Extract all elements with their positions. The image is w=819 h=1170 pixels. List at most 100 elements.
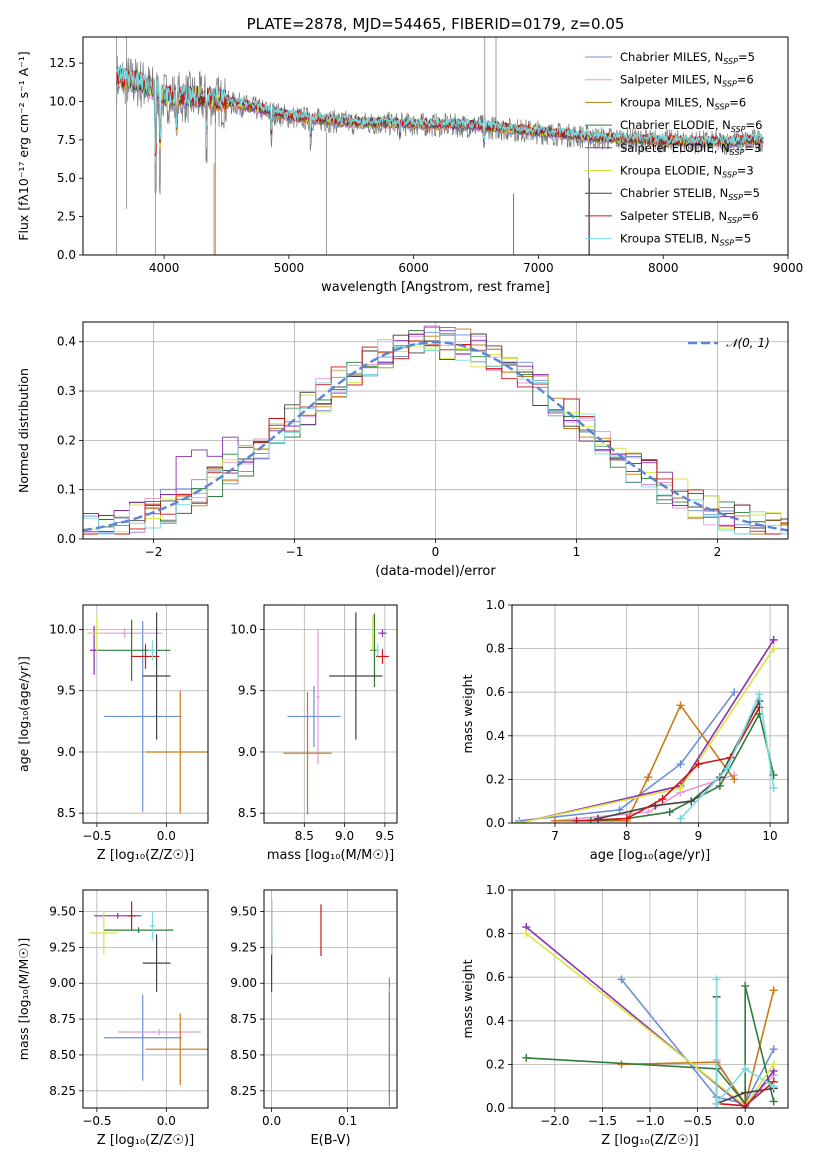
x-tick-label: −0.5 — [82, 829, 111, 843]
y-tick-label: 0.0 — [486, 1101, 505, 1115]
legend-label-kroupa_stelib: Kroupa STELIB, NSSP=5 — [620, 232, 751, 248]
y-tick-label: 0.6 — [486, 685, 505, 699]
x-axis-label: Z [log₁₀(Z/Z☉)] — [97, 1133, 194, 1148]
series-marker-kroupa_stelib — [755, 690, 764, 699]
x-tick-label: 9 — [695, 829, 703, 843]
series-marker-kroupa_miles — [551, 816, 560, 823]
y-tick-label: 9.0 — [238, 745, 257, 759]
series-line-chabrier_miles — [620, 978, 775, 1105]
series-marker-salpeter_stelib — [572, 816, 581, 823]
y-tick-label: 9.25 — [230, 940, 257, 954]
series-marker-kroupa_elodie — [769, 644, 778, 653]
y-tick-label: 9.00 — [49, 976, 76, 990]
series-marker-kroupa_elodie — [522, 929, 531, 938]
y-tick-label: 0.2 — [486, 772, 505, 786]
model-line-kroupa_stelib — [116, 65, 764, 152]
y-tick-label: 9.5 — [238, 684, 257, 698]
legend-label-salpeter_stelib: Salpeter STELIB, NSSP=6 — [620, 209, 759, 225]
x-tick-label: 0.1 — [338, 1114, 357, 1128]
x-axis-label: Z [log₁₀(Z/Z☉)] — [97, 848, 194, 863]
series-marker-kroupa_elodie — [769, 1060, 778, 1069]
series-marker-kroupa_stelib — [712, 975, 721, 984]
x-tick-label: 4000 — [149, 261, 180, 275]
y-tick-label: 8.5 — [238, 806, 257, 820]
x-tick-label: 9.0 — [335, 829, 354, 843]
x-tick-label: 0.0 — [157, 1114, 176, 1128]
y-tick-label: 10.0 — [49, 622, 76, 636]
series-marker-chabrier_miles — [676, 760, 685, 769]
y-tick-label: 0.8 — [486, 927, 505, 941]
series-marker-salpeter_stelib — [658, 795, 667, 804]
histogram-kroupa_stelib — [83, 330, 788, 535]
legend-label-salpeter_elodie: Salpeter ELODIE, NSSP=3 — [620, 141, 761, 157]
x-axis-label: E(B-V) — [310, 1133, 350, 1148]
series-marker-chabrier_elodie — [715, 781, 724, 790]
series-marker-chabrier_miles — [730, 688, 739, 697]
series-line-chabrier_miles — [519, 691, 735, 822]
x-tick-label: 8 — [623, 829, 631, 843]
panel-mass_vs_Z: −0.5 0.0 8.25 8.50 8.75 9.00 9.25 9.50 Z [log₁₀(… — [16, 889, 209, 1148]
panel-spectrum: 4000 5000 6000 7000 8000 9000 0.0 2.5 5.0 7.5 10.0… — [16, 15, 803, 295]
y-tick-label: 0.2 — [57, 433, 76, 447]
panel-mass_weight_vs_Z: −2.0 −1.5 −1.0 −0.5 0.0 0.0 0.2 0.4 0.6 0.8 1.0 Z [… — [460, 883, 789, 1148]
plot-area-spectrum — [116, 37, 764, 255]
x-tick-label: −1.0 — [635, 1114, 664, 1128]
y-tick-label: 9.5 — [57, 684, 76, 698]
y-tick-label: 9.0 — [57, 745, 76, 759]
series-marker-kroupa_stelib — [741, 1064, 750, 1073]
chart-title: PLATE=2878, MJD=54465, FIBERID=0179, z=0… — [247, 15, 625, 33]
series-marker-salpeter_elodie — [769, 635, 778, 644]
y-tick-label: 8.5 — [57, 806, 76, 820]
x-tick-label: −1 — [286, 545, 304, 559]
axes-frame — [82, 604, 209, 824]
series-marker-kroupa_stelib — [723, 764, 732, 773]
histogram-chabrier_stelib — [83, 333, 788, 535]
axes-frame — [263, 889, 398, 1109]
legend-label-chabrier_elodie: Chabrier ELODIE, NSSP=6 — [620, 118, 762, 134]
plot-area-mass_weight_vs_Z — [512, 890, 788, 1108]
histogram-salpeter_elodie — [83, 326, 788, 535]
x-tick-label: 9.5 — [375, 829, 394, 843]
axes-frame — [511, 604, 789, 824]
y-tick-label: 12.5 — [49, 56, 76, 70]
y-tick-label: 0.4 — [57, 335, 76, 349]
y-tick-label: 9.00 — [230, 976, 257, 990]
panel-age_vs_mass: 8.5 9.0 9.5 8.5 9.0 9.5 10.0 mass [log₁₀(M/M☉)] — [230, 604, 398, 863]
y-tick-label: 5.0 — [57, 171, 76, 185]
y-tick-label: 8.50 — [230, 1048, 257, 1062]
y-tick-label: 2.5 — [57, 210, 76, 224]
axes-frame — [511, 889, 789, 1109]
panel-mass_vs_ebv: 0.0 0.1 8.25 8.50 8.75 9.00 9.25 9.50 E(B-V) — [230, 889, 398, 1148]
y-axis-label: age [log₁₀(age/yr)] — [16, 656, 31, 772]
plot-area-mass_vs_Z — [83, 890, 208, 1108]
series-marker-chabrier_elodie — [522, 1053, 531, 1062]
y-tick-label: 8.75 — [230, 1012, 257, 1026]
y-axis-label: mass weight — [460, 674, 475, 753]
series-marker-chabrier_stelib — [741, 1088, 750, 1097]
series-marker-chabrier_miles — [615, 805, 624, 814]
panel-residuals: −2 −1 0 1 2 0.0 0.1 0.2 0.3 0.4 (data-model)/error… — [16, 321, 789, 579]
legend-label-kroupa_elodie: Kroupa ELODIE, NSSP=3 — [620, 164, 754, 180]
x-tick-label: 10 — [762, 829, 777, 843]
y-tick-label: 0.0 — [57, 532, 76, 546]
y-tick-label: 0.0 — [57, 248, 76, 262]
series-marker-salpeter_stelib — [741, 1101, 750, 1108]
legend-label-chabrier_stelib: Chabrier STELIB, NSSP=5 — [620, 186, 760, 202]
legend-label-salpeter_miles: Salpeter MILES, NSSP=6 — [620, 73, 754, 89]
y-tick-label: 0.6 — [486, 970, 505, 984]
x-axis-label: age [log₁₀(age/yr)] — [590, 848, 711, 863]
y-tick-label: 9.50 — [49, 905, 76, 919]
series-marker-kroupa_miles — [676, 701, 685, 710]
series-marker-chabrier_stelib — [687, 797, 696, 806]
y-tick-label: 9.25 — [49, 940, 76, 954]
series-marker-chabrier_elodie — [741, 981, 750, 990]
x-tick-label: 5000 — [274, 261, 305, 275]
y-tick-label: 0.3 — [57, 384, 76, 398]
y-axis-label: Normed distribution — [16, 368, 31, 493]
y-tick-label: 0.2 — [486, 1057, 505, 1071]
x-tick-label: 6000 — [398, 261, 429, 275]
plot-area-mass_vs_ebv — [264, 890, 397, 1108]
y-tick-label: 0.4 — [486, 729, 505, 743]
x-tick-label: 0.0 — [157, 829, 176, 843]
